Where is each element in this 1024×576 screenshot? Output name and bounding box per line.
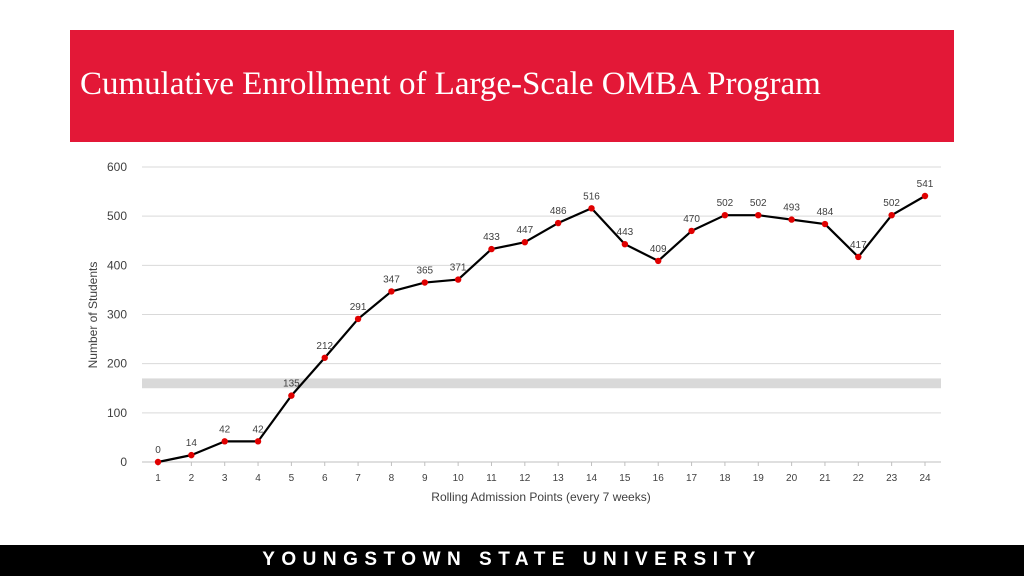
y-tick-label: 400 [107, 258, 127, 272]
y-tick-label: 600 [107, 160, 127, 174]
data-point [888, 211, 895, 219]
data-point [454, 276, 462, 283]
data-point [755, 211, 762, 219]
data-label: 443 [617, 227, 634, 238]
data-point [388, 288, 395, 295]
x-tick-label: 7 [355, 473, 361, 484]
data-point [554, 219, 562, 227]
footer-university-name: YOUNGSTOWN STATE UNIVERSITY [262, 549, 762, 570]
x-tick-label: 1 [155, 473, 161, 484]
data-label: 417 [850, 240, 867, 251]
x-tick-label: 11 [486, 473, 497, 484]
x-tick-label: 22 [853, 473, 865, 484]
x-axis-title: Rolling Admission Points (every 7 weeks) [431, 490, 650, 504]
data-label: 447 [516, 225, 533, 236]
y-tick-label: 0 [120, 455, 127, 469]
data-point [154, 458, 162, 466]
data-point [788, 216, 795, 223]
data-label: 291 [350, 302, 367, 313]
x-tick-label: 5 [289, 473, 295, 484]
x-tick-label: 24 [919, 473, 931, 484]
x-tick-label: 6 [322, 473, 328, 484]
data-point [321, 354, 328, 361]
x-tick-label: 3 [222, 473, 228, 484]
x-tick-label: 23 [886, 473, 898, 484]
data-point [588, 205, 595, 212]
data-point [721, 211, 729, 219]
data-label: 470 [683, 214, 700, 225]
x-tick-label: 15 [619, 473, 631, 484]
data-point [188, 451, 195, 459]
data-label: 135 [283, 379, 300, 390]
data-point [621, 240, 629, 248]
data-label: 14 [186, 438, 198, 449]
data-point [488, 245, 495, 253]
data-label: 502 [750, 198, 767, 209]
data-point [421, 279, 428, 286]
y-axis-title: Number of Students [86, 262, 100, 369]
data-point [921, 192, 929, 200]
x-tick-label: 8 [389, 473, 395, 484]
data-label: 409 [650, 244, 667, 255]
data-label: 365 [416, 266, 433, 277]
x-tick-label: 4 [255, 473, 261, 484]
slide-title: Cumulative Enrollment of Large-Scale OMB… [80, 66, 821, 102]
data-label: 486 [550, 206, 567, 217]
data-point [254, 438, 262, 445]
footer-bar: YOUNGSTOWN STATE UNIVERSITY [0, 545, 1024, 576]
x-tick-label: 21 [819, 473, 831, 484]
x-tick-label: 9 [422, 473, 428, 484]
x-tick-label: 2 [189, 473, 195, 484]
x-tick-label: 19 [753, 473, 765, 484]
x-tick-label: 13 [553, 473, 565, 484]
data-point [221, 438, 228, 445]
x-tick-label: 20 [786, 473, 798, 484]
x-tick-label: 10 [453, 473, 465, 484]
data-point [354, 315, 362, 323]
x-tick-label: 18 [719, 473, 731, 484]
data-label: 371 [450, 263, 467, 274]
data-label: 42 [252, 424, 264, 435]
data-point [688, 227, 695, 235]
x-tick-label: 14 [586, 473, 598, 484]
data-label: 484 [817, 207, 834, 218]
series-line [157, 195, 926, 464]
data-label: 516 [583, 191, 600, 202]
y-tick-label: 500 [107, 209, 127, 223]
data-label: 347 [383, 274, 400, 285]
data-label: 502 [717, 198, 734, 209]
data-label: 212 [316, 341, 333, 352]
x-tick-label: 12 [519, 473, 531, 484]
y-tick-label: 100 [107, 406, 127, 420]
title-banner: Cumulative Enrollment of Large-Scale OMB… [70, 30, 954, 142]
data-label: 541 [917, 179, 934, 190]
x-tick-label: 16 [653, 473, 665, 484]
data-point [655, 257, 662, 265]
data-point [521, 239, 529, 246]
y-tick-label: 200 [107, 357, 127, 371]
data-point [855, 253, 862, 261]
data-point [821, 220, 829, 228]
data-label: 502 [883, 198, 900, 209]
data-label: 0 [155, 445, 161, 456]
x-tick-label: 17 [686, 473, 698, 484]
data-label: 42 [219, 424, 231, 435]
data-label: 433 [483, 232, 500, 243]
y-tick-label: 300 [107, 308, 127, 322]
highlight-band [142, 378, 941, 389]
data-point [288, 392, 295, 399]
data-label: 493 [783, 203, 800, 214]
